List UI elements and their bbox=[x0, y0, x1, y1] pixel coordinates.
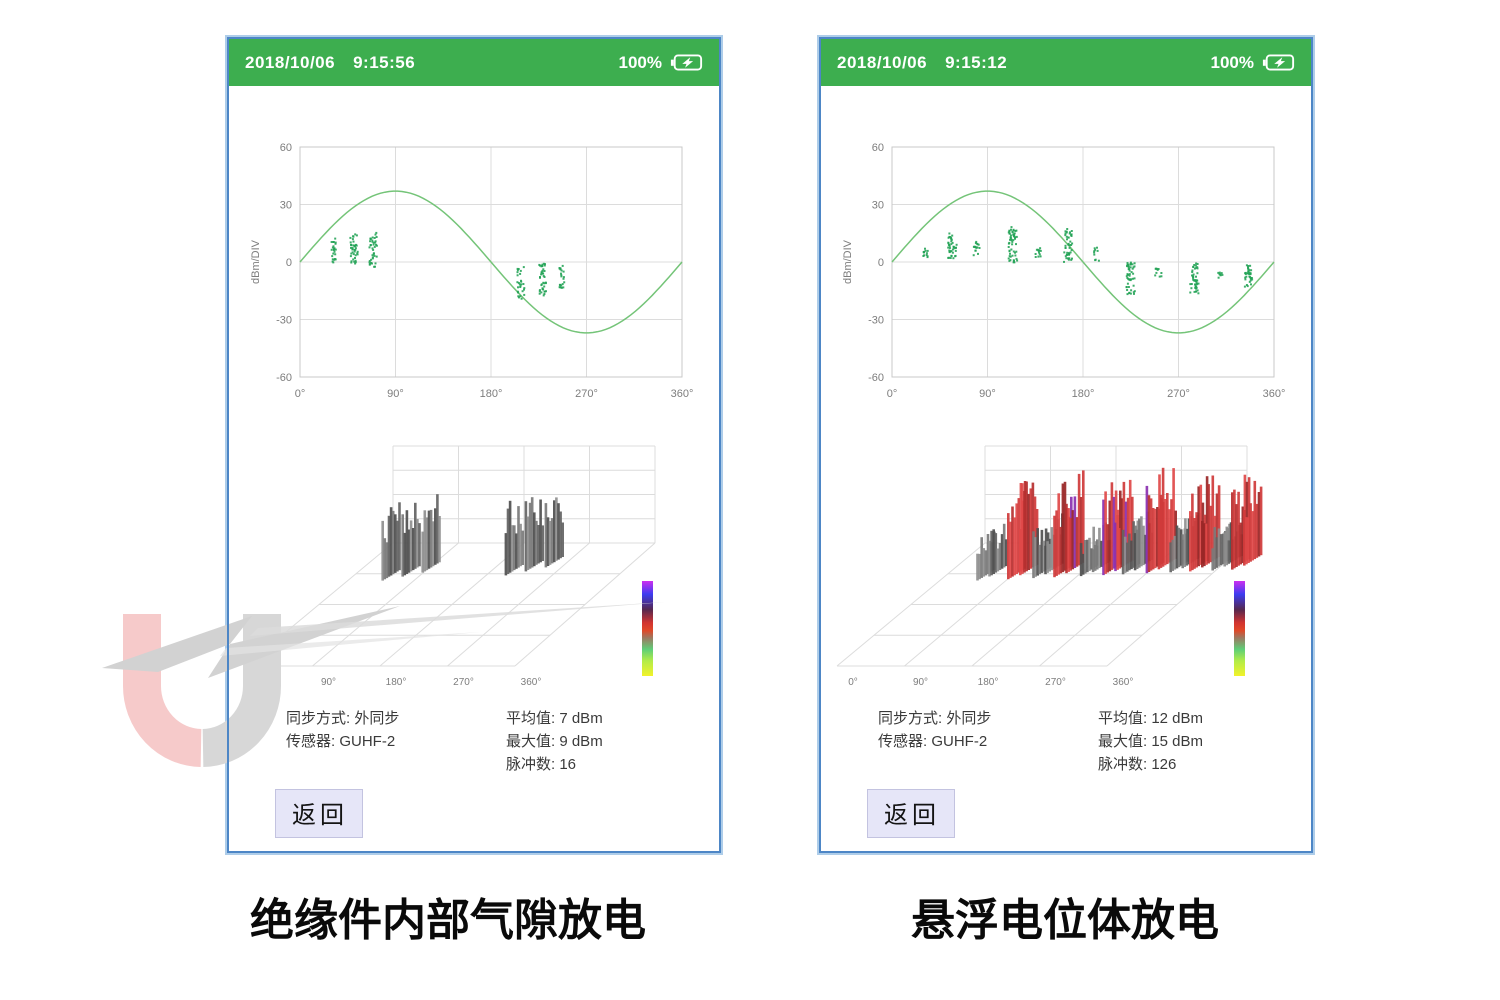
battery-icon bbox=[670, 54, 703, 71]
svg-text:270°: 270° bbox=[1167, 388, 1190, 400]
svg-text:60: 60 bbox=[280, 142, 292, 154]
max-value-text: 最大值: 9 dBm bbox=[506, 733, 603, 750]
svg-text:180°: 180° bbox=[1072, 388, 1095, 400]
sync-mode-text: 同步方式: 外同步 bbox=[878, 710, 992, 727]
status-datetime: 2018/10/06 9:15:12 bbox=[837, 53, 1007, 73]
sync-mode-text: 同步方式: 外同步 bbox=[286, 710, 400, 727]
svg-text:90°: 90° bbox=[387, 388, 404, 400]
svg-text:30: 30 bbox=[872, 200, 884, 212]
screen-border-segment bbox=[227, 598, 229, 793]
svg-text:360°: 360° bbox=[521, 677, 542, 688]
svg-text:270°: 270° bbox=[575, 388, 598, 400]
status-date: 2018/10/06 bbox=[245, 52, 336, 72]
status-time: 9:15:12 bbox=[945, 52, 1008, 72]
status-time: 9:15:56 bbox=[353, 52, 416, 72]
svg-text:dBm/DIV: dBm/DIV bbox=[250, 239, 262, 284]
svg-text:-60: -60 bbox=[868, 372, 884, 384]
svg-text:180°: 180° bbox=[386, 677, 407, 688]
sensor-text: 传感器: GUHF-2 bbox=[878, 733, 988, 750]
svg-text:0: 0 bbox=[878, 257, 884, 269]
status-datetime: 2018/10/06 9:15:56 bbox=[245, 53, 415, 73]
pulse-count-text: 脉冲数: 16 bbox=[506, 756, 577, 773]
svg-text:0°: 0° bbox=[887, 388, 898, 400]
caption-right: 悬浮电位体放电 bbox=[911, 896, 1219, 945]
svg-text:0°: 0° bbox=[848, 677, 858, 688]
status-bar: 2018/10/06 9:15:56 100% bbox=[229, 39, 719, 86]
sensor-text: 传感器: GUHF-2 bbox=[286, 733, 396, 750]
back-button[interactable]: 返回 bbox=[275, 789, 363, 838]
phase-scatter-chart: 60 30 0 -30 -600° 90° 180° 270° 360° dBm/DIV bbox=[250, 142, 694, 400]
svg-text:90°: 90° bbox=[321, 677, 336, 688]
svg-text:-60: -60 bbox=[276, 372, 292, 384]
back-button[interactable]: 返回 bbox=[867, 789, 955, 838]
phase-scatter-chart: 60 30 0 -30 -600° 90° 180° 270° 360° dBm/DIV bbox=[842, 142, 1286, 400]
svg-text:0°: 0° bbox=[256, 677, 266, 688]
svg-text:60: 60 bbox=[872, 142, 884, 154]
prps-3d-chart: 0° 90° 180° 270° 360° bbox=[244, 445, 656, 688]
svg-text:360°: 360° bbox=[671, 388, 694, 400]
svg-text:-30: -30 bbox=[868, 315, 884, 327]
svg-text:90°: 90° bbox=[913, 677, 928, 688]
device-screen-left: 2018/10/06 9:15:56 100% 60 30 0 -30 -60 0° 90° 1… bbox=[227, 37, 721, 853]
charging-bolt-icon bbox=[682, 57, 694, 68]
svg-text:0°: 0° bbox=[295, 388, 306, 400]
battery-percent: 100% bbox=[1210, 52, 1254, 72]
pulse-count-text: 脉冲数: 126 bbox=[1098, 756, 1177, 773]
max-value-text: 最大值: 15 dBm bbox=[1098, 733, 1204, 750]
svg-text:-30: -30 bbox=[276, 315, 292, 327]
caption-left: 绝缘件内部气隙放电 bbox=[250, 896, 646, 945]
battery-icon bbox=[1262, 54, 1295, 71]
average-value-text: 平均值: 12 dBm bbox=[1098, 710, 1204, 727]
status-bar: 2018/10/06 9:15:12 100% bbox=[821, 39, 1311, 86]
svg-text:90°: 90° bbox=[979, 388, 996, 400]
charging-bolt-icon bbox=[1274, 57, 1286, 68]
svg-text:180°: 180° bbox=[978, 677, 999, 688]
svg-text:360°: 360° bbox=[1263, 388, 1286, 400]
svg-text:180°: 180° bbox=[480, 388, 503, 400]
average-value-text: 平均值: 7 dBm bbox=[506, 710, 603, 727]
battery-percent: 100% bbox=[618, 52, 662, 72]
svg-text:dBm/DIV: dBm/DIV bbox=[842, 239, 854, 284]
svg-text:30: 30 bbox=[280, 200, 292, 212]
device-screen-right: 2018/10/06 9:15:12 100% 60 30 0 -30 -60 0° 90° 1… bbox=[819, 37, 1313, 853]
svg-text:0: 0 bbox=[286, 257, 292, 269]
svg-text:270°: 270° bbox=[453, 677, 474, 688]
prps-3d-chart: 0° 90° 180° 270° 360° bbox=[836, 445, 1263, 688]
status-date: 2018/10/06 bbox=[837, 52, 928, 72]
svg-text:270°: 270° bbox=[1045, 677, 1066, 688]
svg-text:360°: 360° bbox=[1113, 677, 1134, 688]
